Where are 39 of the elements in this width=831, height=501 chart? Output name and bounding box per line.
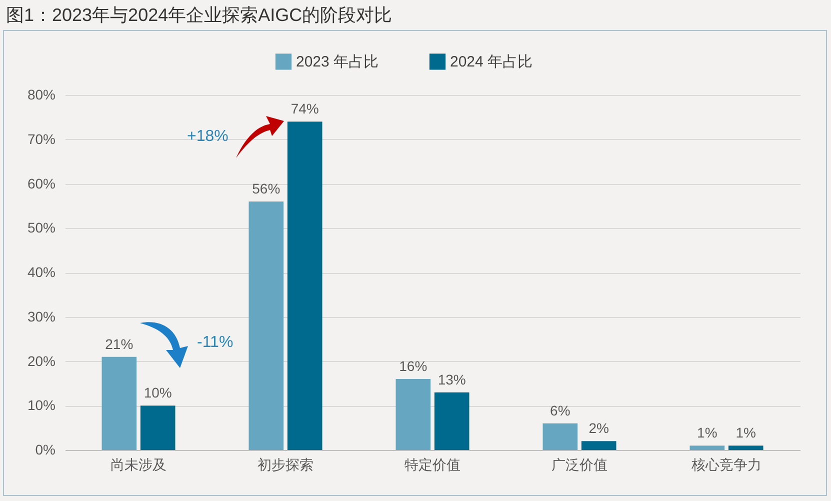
y-tick-label: 50% <box>27 220 56 236</box>
data-label: 2% <box>588 420 609 436</box>
bar <box>102 356 137 450</box>
legend-label: 2024 年占比 <box>450 54 533 71</box>
data-label: 6% <box>550 402 570 418</box>
data-label: 1% <box>697 424 718 441</box>
data-label: 56% <box>252 180 280 196</box>
legend-label: 2023 年占比 <box>296 54 379 71</box>
chart-title: 图1：2023年与2024年企业探索AIGC的阶段对比 <box>6 4 392 27</box>
y-tick-label: 60% <box>27 175 56 192</box>
y-tick-label: 80% <box>27 86 56 102</box>
data-label: 74% <box>290 100 319 117</box>
x-tick-label: 尚未涉及 <box>110 456 166 472</box>
bar <box>248 202 284 450</box>
bar <box>728 446 764 450</box>
annotation: -11% <box>197 334 234 352</box>
bar <box>434 392 470 450</box>
bar <box>396 379 431 450</box>
x-tick-label: 初步探索 <box>258 456 314 472</box>
y-tick-label: 0% <box>35 442 56 458</box>
y-tick-label: 70% <box>27 130 56 147</box>
bar <box>542 423 578 450</box>
annotation: +18% <box>187 128 228 146</box>
bar <box>140 406 176 450</box>
x-tick-label: 特定价值 <box>404 456 460 472</box>
bar <box>581 441 616 450</box>
y-tick-label: 40% <box>27 264 56 280</box>
data-label: 16% <box>399 358 428 374</box>
y-tick-label: 20% <box>27 352 56 369</box>
x-tick-label: 广泛价值 <box>552 456 608 472</box>
x-tick-label: 核心竞争力 <box>690 456 762 472</box>
data-label: 13% <box>438 371 466 388</box>
data-label: 10% <box>144 384 172 401</box>
y-tick-label: 30% <box>27 308 56 324</box>
bar <box>690 446 725 450</box>
data-label: 21% <box>105 336 134 352</box>
bar <box>287 122 322 450</box>
y-tick-label: 10% <box>27 397 56 414</box>
data-label: 1% <box>736 424 756 441</box>
